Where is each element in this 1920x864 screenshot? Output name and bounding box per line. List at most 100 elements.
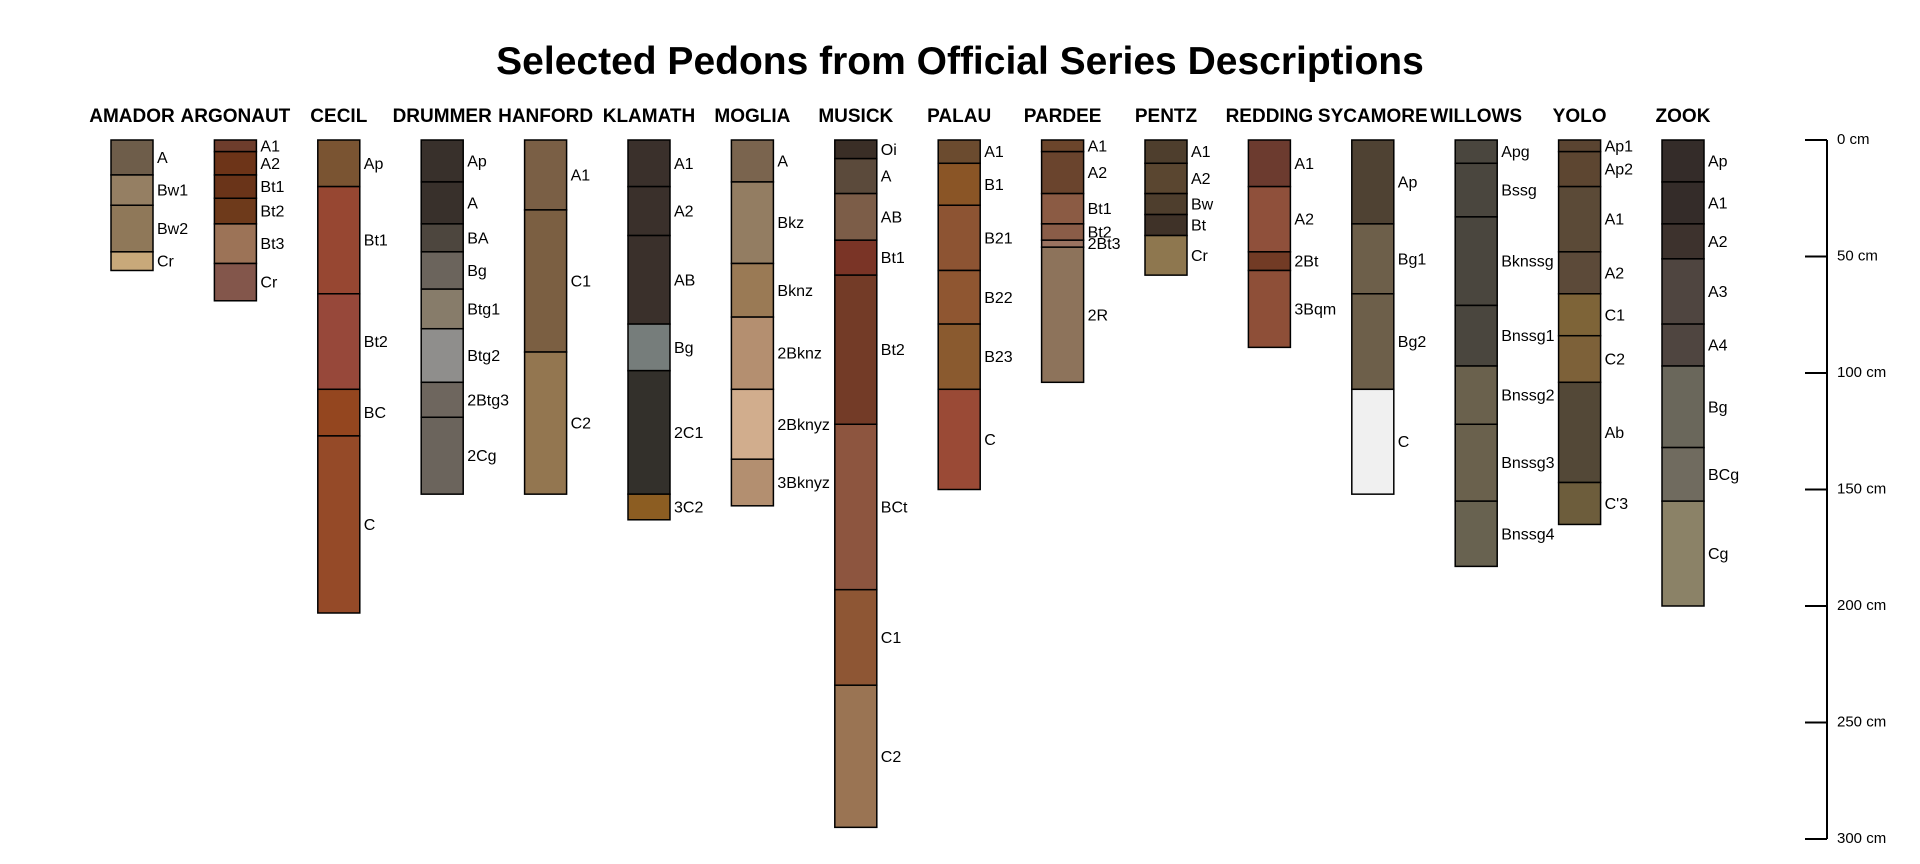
horizon-label: Cr	[157, 254, 175, 271]
horizon-label: 3Bknyz	[777, 475, 829, 492]
horizon-label: C	[364, 517, 376, 534]
horizon-zook-6	[1661, 365, 1705, 449]
horizon-musick-1	[834, 139, 878, 160]
horizon-pentz-4	[1144, 213, 1188, 237]
horizon-label: C2	[1605, 352, 1626, 369]
horizon-yolo-2	[1557, 150, 1602, 188]
depth-tick-label: 300 cm	[1837, 830, 1886, 847]
horizon-zook-7	[1661, 446, 1705, 502]
horizon-redding-3	[1247, 251, 1292, 272]
horizon-label: B23	[984, 349, 1013, 366]
pedon-klamath: KLAMATH A1 A2 AB Bg 2C1 3C2	[603, 106, 703, 521]
horizon-musick-4	[834, 239, 878, 276]
pedon-name: HANFORD	[498, 106, 593, 127]
horizon-pardee-6	[1040, 246, 1085, 384]
horizon-label: A	[157, 150, 168, 167]
horizon-label: Bkz	[777, 215, 804, 232]
horizon-label: A3	[1708, 284, 1728, 301]
horizon-label: 2Btg3	[467, 392, 509, 409]
horizon-label: A	[881, 169, 892, 186]
horizon-label: Bt1	[364, 233, 388, 250]
horizon-label: Cr	[260, 275, 278, 292]
depth-tick-label: 250 cm	[1837, 714, 1886, 731]
horizon-musick-8	[834, 684, 878, 829]
horizon-palau-4	[937, 269, 981, 325]
horizon-label: Ap	[364, 156, 384, 173]
horizon-musick-2	[834, 157, 878, 195]
horizon-redding-2	[1247, 185, 1292, 253]
horizon-drummer-7	[420, 381, 464, 419]
horizon-label: Ap	[1708, 153, 1728, 170]
horizon-label: A1	[1191, 144, 1211, 161]
horizon-label: 2C1	[674, 425, 703, 442]
horizon-argonaut-6	[213, 262, 258, 302]
horizon-musick-6	[834, 423, 878, 591]
horizon-drummer-2	[420, 181, 464, 225]
horizon-klamath-2	[627, 185, 671, 237]
horizon-label: A	[467, 195, 478, 212]
horizon-label: 3Bqm	[1294, 301, 1336, 318]
horizon-willows-1	[1454, 139, 1498, 165]
horizon-zook-4	[1661, 258, 1705, 325]
horizon-moglia-5	[730, 388, 775, 460]
horizon-pardee-1	[1040, 139, 1085, 153]
pedon-name: ZOOK	[1656, 106, 1711, 127]
horizon-label: Bt3	[260, 236, 284, 253]
pedon-musick: MUSICK Oi A AB Bt1 Bt2 BCt C1 C2	[818, 106, 908, 829]
horizon-label: Apg	[1501, 144, 1529, 161]
horizon-sycamore-1	[1351, 139, 1395, 225]
pedon-sycamore: SYCAMORE Ap Bg1 Bg2 C	[1318, 106, 1428, 495]
horizon-label: B22	[984, 290, 1013, 307]
horizon-label: Btg2	[467, 348, 500, 365]
horizon-label: A1	[1294, 156, 1314, 173]
horizon-yolo-8	[1557, 481, 1602, 526]
horizon-amador-4	[110, 251, 154, 272]
horizon-sycamore-3	[1351, 293, 1395, 391]
depth-tick-label: 150 cm	[1837, 481, 1886, 498]
horizon-label: A	[777, 153, 788, 170]
horizon-label: Ab	[1605, 425, 1625, 442]
horizon-argonaut-2	[213, 150, 258, 176]
horizon-label: Bt1	[260, 179, 284, 196]
horizon-willows-7	[1454, 500, 1498, 568]
horizon-musick-5	[834, 274, 878, 426]
horizon-label: Bg1	[1398, 251, 1427, 268]
horizon-redding-4	[1247, 269, 1292, 349]
horizon-zook-1	[1661, 139, 1705, 183]
pedon-name: WILLOWS	[1430, 106, 1522, 127]
horizon-yolo-6	[1557, 334, 1602, 384]
horizon-label: A2	[674, 204, 694, 221]
pedon-name: SYCAMORE	[1318, 106, 1428, 127]
horizon-palau-2	[937, 162, 981, 206]
horizon-pardee-5	[1040, 239, 1085, 248]
horizon-label: B1	[984, 177, 1004, 194]
horizon-klamath-3	[627, 234, 671, 325]
page-title: Selected Pedons from Official Series Des…	[496, 40, 1424, 83]
horizon-hanford-3	[523, 351, 568, 495]
depth-tick-label: 200 cm	[1837, 597, 1886, 614]
horizon-label: Ap2	[1605, 162, 1634, 179]
horizon-musick-3	[834, 192, 878, 241]
horizon-label: Btg1	[467, 301, 500, 318]
horizon-label: C2	[571, 416, 592, 433]
horizon-label: A2	[260, 156, 280, 173]
horizon-label: A1	[1088, 138, 1108, 155]
horizon-moglia-6	[730, 458, 775, 507]
horizon-pentz-5	[1144, 234, 1188, 276]
horizon-label: BC	[364, 405, 386, 422]
horizon-label: Cg	[1708, 546, 1728, 563]
horizon-label: Bknz	[777, 283, 813, 300]
pedon-hanford: HANFORD A1 C1 C2	[498, 106, 593, 495]
horizon-hanford-1	[523, 139, 568, 211]
pedon-name: AMADOR	[89, 106, 175, 127]
pedon-name: ARGONAUT	[181, 106, 291, 127]
horizon-label: 3C2	[674, 499, 703, 516]
horizon-willows-6	[1454, 423, 1498, 502]
depth-tick-label: 100 cm	[1837, 364, 1886, 381]
horizon-label: 2Bknz	[777, 346, 821, 363]
horizon-label: C2	[881, 749, 902, 766]
horizon-label: A1	[674, 156, 694, 173]
horizon-redding-1	[1247, 139, 1292, 188]
